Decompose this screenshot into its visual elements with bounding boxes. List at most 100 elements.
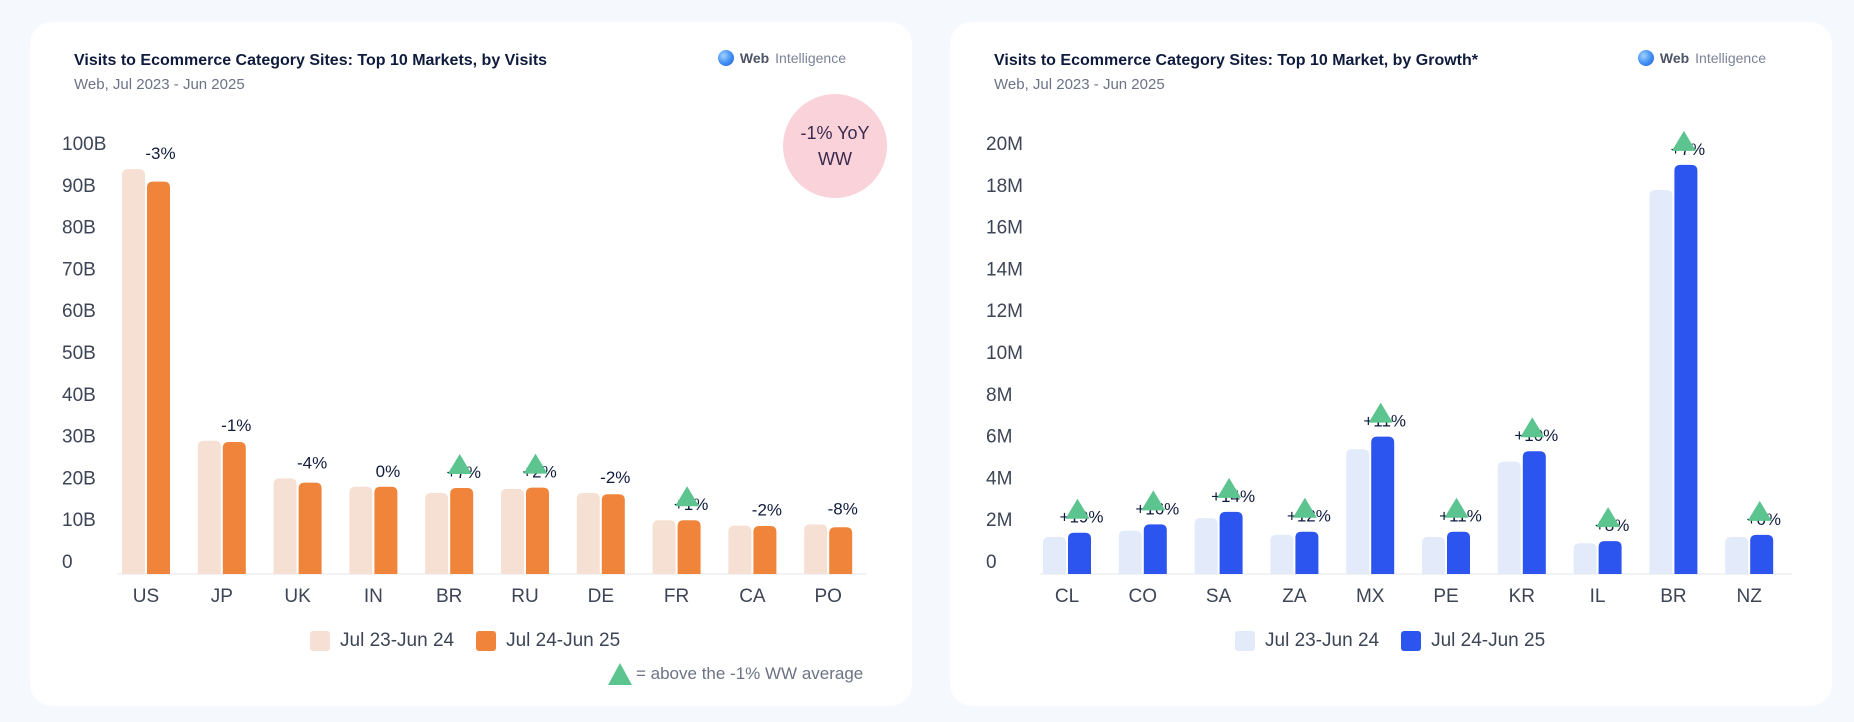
y-tick-label: 20M (986, 134, 1023, 155)
bar-curr-pe (1447, 531, 1470, 574)
bar-prev-fr (652, 520, 676, 574)
y-tick-label: 0 (62, 552, 73, 573)
bar-curr-ca (753, 526, 777, 574)
x-category-label: PE (1433, 586, 1458, 607)
y-tick-label: 40B (62, 385, 96, 406)
legend-item-prev: Jul 23-Jun 24 (310, 630, 454, 652)
triangle-up-icon (1596, 507, 1621, 528)
y-tick-label: 100B (62, 134, 106, 155)
bar-prev-po (804, 524, 828, 574)
y-tick-label: 10B (62, 510, 96, 531)
legend-label-curr: Jul 24-Jun 25 (1431, 630, 1546, 651)
y-tick-label: 6M (986, 427, 1012, 448)
change-label: -2% (752, 501, 782, 520)
y-tick-label: 12M (986, 301, 1023, 322)
bar-curr-in (374, 486, 398, 574)
bar-curr-br (1674, 164, 1698, 574)
x-category-label: MX (1356, 586, 1385, 607)
x-category-label: IN (364, 586, 383, 607)
triangle-up-icon (1141, 490, 1166, 511)
triangle-up-icon (608, 663, 632, 685)
note-text: = above the -1% WW average (636, 664, 864, 683)
brand-name-rest: Intelligence (1695, 50, 1766, 66)
triangle-up-icon (523, 453, 548, 474)
legend-swatch-prev (1235, 631, 1255, 651)
chart-title: Visits to Ecommerce Category Sites: Top … (994, 52, 1478, 69)
brand-logo: Web Intelligence (717, 50, 846, 66)
change-label: -8% (828, 499, 858, 518)
triangle-up-icon (447, 454, 472, 475)
change-label: 0% (376, 462, 401, 481)
bar-prev-br (425, 493, 449, 574)
triangle-up-icon (1217, 477, 1242, 498)
x-category-label: KR (1509, 586, 1535, 607)
y-tick-label: 80B (62, 218, 96, 239)
legend-label-prev: Jul 23-Jun 24 (340, 630, 455, 651)
y-tick-label: 16M (986, 218, 1023, 239)
bar-prev-za (1270, 534, 1294, 574)
legend-label-prev: Jul 23-Jun 24 (1265, 630, 1380, 651)
change-label: -4% (297, 453, 327, 472)
bar-prev-ca (728, 525, 752, 574)
triangle-up-icon (1747, 500, 1772, 521)
legend-label-curr: Jul 24-Jun 25 (506, 630, 621, 651)
brand-globe-icon (717, 50, 734, 66)
x-category-label: ZA (1282, 586, 1307, 607)
badge-line-2: WW (818, 149, 852, 169)
x-category-label: RU (511, 586, 538, 607)
triangle-up-icon (1671, 130, 1696, 151)
x-category-label: BR (1660, 586, 1686, 607)
triangle-up-icon (1368, 402, 1393, 423)
bar-prev-pe (1422, 536, 1445, 574)
x-category-label: IL (1590, 586, 1606, 607)
bar-curr-mx (1371, 436, 1395, 574)
x-category-label: CO (1129, 586, 1158, 607)
bar-curr-nz (1750, 534, 1774, 574)
bar-curr-za (1295, 531, 1319, 574)
bar-curr-jp (222, 442, 246, 574)
triangle-up-icon (1520, 417, 1545, 438)
x-category-label: JP (211, 586, 233, 607)
visits-chart-panel: Visits to Ecommerce Category Sites: Top … (30, 22, 912, 706)
bar-prev-il (1573, 543, 1597, 574)
y-tick-label: 18M (986, 176, 1023, 197)
y-tick-label: 50B (62, 343, 96, 364)
y-tick-label: 60B (62, 301, 96, 322)
bar-prev-mx (1346, 449, 1370, 574)
bar-prev-kr (1497, 461, 1521, 574)
bar-prev-de (576, 493, 600, 574)
bar-curr-ru (526, 487, 549, 574)
x-category-label: PO (814, 586, 841, 607)
bar-curr-sa (1219, 511, 1243, 574)
bar-prev-uk (273, 478, 297, 574)
legend-item-curr: Jul 24-Jun 25 (1401, 630, 1545, 652)
legend-item-prev: Jul 23-Jun 24 (1235, 630, 1379, 652)
y-tick-label: 70B (62, 259, 96, 280)
x-category-label: NZ (1737, 586, 1763, 607)
bar-curr-il (1598, 541, 1622, 574)
chart-subtitle: Web, Jul 2023 - Jun 2025 (994, 76, 1165, 93)
bar-prev-sa (1194, 518, 1218, 574)
above-average-note: = above the -1% WW average (608, 663, 863, 685)
brand-logo: Web Intelligence (1637, 50, 1766, 66)
bar-curr-kr (1522, 451, 1546, 574)
triangle-up-icon (675, 486, 700, 507)
x-category-label: DE (588, 586, 614, 607)
brand-name-rest: Intelligence (775, 50, 846, 66)
badge-line-1: -1% YoY (800, 123, 870, 143)
bar-prev-cl (1043, 536, 1066, 574)
y-tick-label: 0 (986, 552, 997, 573)
triangle-up-icon (1292, 497, 1317, 518)
change-label: -3% (145, 144, 175, 163)
y-tick-label: 4M (986, 468, 1012, 489)
x-category-label: FR (664, 586, 689, 607)
y-tick-label: 10M (986, 343, 1023, 364)
visits-bar-chart: 0 10B 20B 30B 40B 50B 60B 70B 80B 90B 100B US -3% JP -… (62, 134, 867, 607)
bar-prev-nz (1725, 536, 1749, 574)
bar-curr-cl (1068, 532, 1091, 574)
chart-subtitle: Web, Jul 2023 - Jun 2025 (74, 76, 245, 93)
bar-curr-br (450, 488, 474, 574)
legend-item-curr: Jul 24-Jun 25 (476, 630, 620, 652)
x-category-label: BR (436, 586, 462, 607)
triangle-up-icon (1444, 497, 1469, 518)
